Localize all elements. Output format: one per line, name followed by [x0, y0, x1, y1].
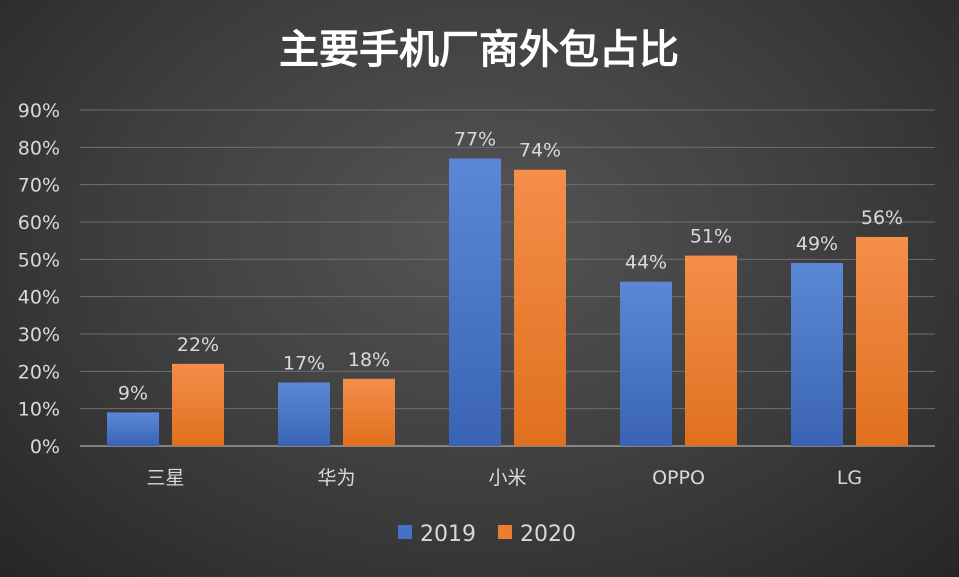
chart-title: 主要手机厂商外包占比: [279, 27, 679, 73]
bar: [620, 281, 672, 446]
y-tick-label: 60%: [18, 212, 60, 234]
y-tick-label: 80%: [18, 137, 60, 159]
data-label: 9%: [118, 382, 148, 404]
y-axis: 0% 10% 20% 30% 40% 50% 60% 70% 80% 90%: [18, 100, 60, 458]
legend: 2019 2020: [398, 522, 576, 547]
bars: [107, 158, 908, 447]
data-label: 56%: [861, 207, 903, 229]
x-axis: 三星 华为 小米 OPPO LG: [146, 467, 862, 489]
y-tick-label: 20%: [18, 361, 60, 383]
bar: [343, 378, 395, 446]
bar: [856, 236, 908, 446]
data-label: 51%: [690, 226, 732, 248]
data-label: 77%: [454, 129, 496, 151]
x-tick-label: 小米: [488, 467, 526, 489]
data-label: 44%: [625, 252, 667, 274]
x-tick-label: LG: [837, 467, 862, 489]
data-label: 49%: [796, 233, 838, 255]
legend-swatch: [498, 525, 512, 539]
data-label: 74%: [519, 140, 561, 162]
y-tick-label: 0%: [30, 436, 60, 458]
legend-label: 2020: [520, 522, 576, 547]
y-tick-label: 90%: [18, 100, 60, 122]
y-tick-label: 30%: [18, 324, 60, 346]
bar: [791, 263, 843, 446]
bar: [514, 169, 566, 446]
bar: [685, 255, 737, 446]
bar: [107, 412, 159, 446]
y-tick-label: 50%: [18, 249, 60, 271]
x-tick-label: OPPO: [652, 467, 705, 489]
data-label: 17%: [283, 353, 325, 375]
data-labels: 9% 22% 17% 18% 77% 74% 44% 51% 49% 56%: [118, 129, 903, 405]
data-label: 18%: [348, 349, 390, 371]
y-tick-label: 40%: [18, 287, 60, 309]
y-tick-label: 10%: [18, 399, 60, 421]
y-tick-label: 70%: [18, 175, 60, 197]
bar: [449, 158, 501, 447]
data-label: 22%: [177, 334, 219, 356]
x-tick-label: 三星: [146, 467, 184, 489]
x-tick-label: 华为: [317, 467, 355, 489]
legend-swatch: [398, 525, 412, 539]
bar: [172, 363, 224, 446]
legend-label: 2019: [420, 522, 476, 547]
bar: [278, 382, 330, 446]
